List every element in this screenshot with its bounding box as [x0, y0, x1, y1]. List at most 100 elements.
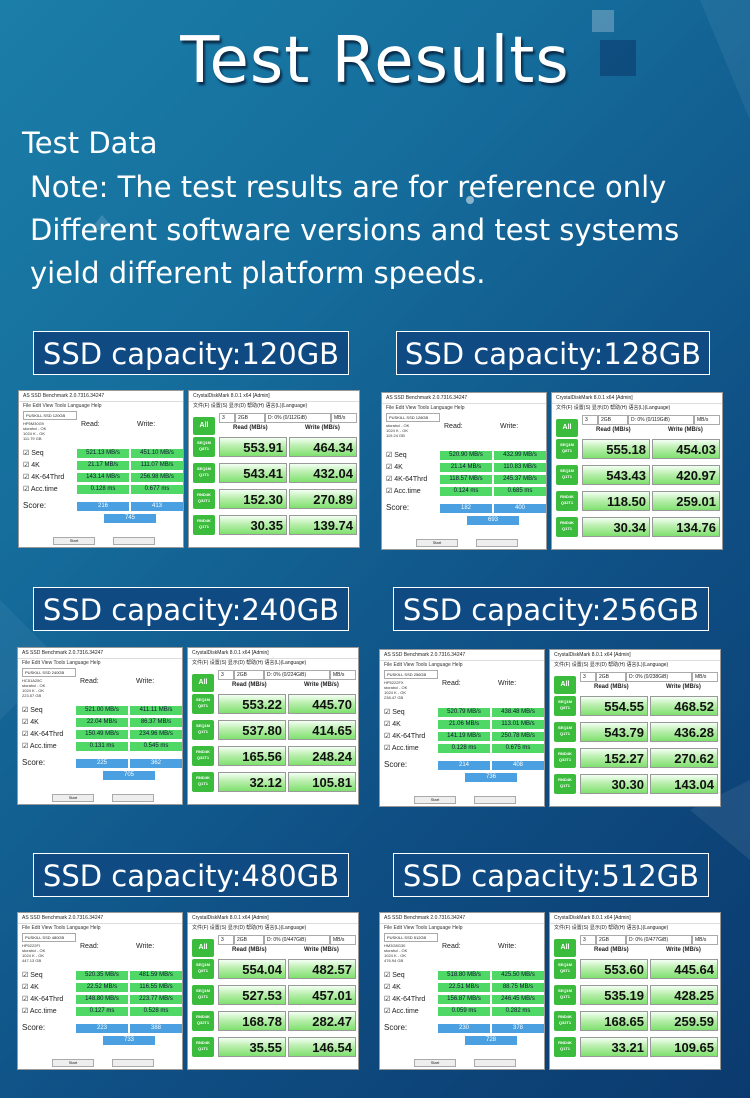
write-value: 250.78 MB/s	[492, 732, 544, 741]
all-button[interactable]: All	[554, 939, 576, 957]
menu-bar[interactable]: 文件(F) 设置(S) 显示(D) 帮助(H) 语言(L)(Language)	[193, 403, 308, 409]
result-row: ☑ Acc.time 0.124 ms 0.685 ms	[386, 487, 546, 498]
abort-button[interactable]	[474, 796, 516, 804]
abort-button[interactable]	[112, 1059, 154, 1067]
menu-bar[interactable]: File Edit View Tools Language Help	[22, 660, 101, 666]
read-value: 0.128 ms	[438, 744, 490, 753]
size-select[interactable]: 2GB	[596, 935, 626, 945]
menu-bar[interactable]: 文件(F) 设置(S) 显示(D) 帮助(H) 语言(L)(Language)	[554, 925, 669, 931]
score-label: Score:	[22, 758, 46, 767]
result-row: ☑ 4K-64Thrd 141.19 MB/s 250.78 MB/s	[384, 732, 544, 743]
menu-bar[interactable]: 文件(F) 设置(S) 显示(D) 帮助(H) 语言(L)(Language)	[192, 925, 307, 931]
start-button[interactable]: Start	[52, 1059, 94, 1067]
test-label: RND4K Q32T1	[554, 1011, 576, 1031]
count-select[interactable]: 3	[219, 413, 235, 423]
row-label: ☑ 4K-64Thrd	[384, 996, 426, 1003]
all-button[interactable]: All	[193, 417, 215, 435]
menu-bar[interactable]: 文件(F) 设置(S) 显示(D) 帮助(H) 语言(L)(Language)	[554, 662, 669, 668]
write-value: 481.59 MB/s	[130, 971, 182, 980]
all-button[interactable]: All	[192, 939, 214, 957]
unit-select[interactable]: MB/s	[694, 415, 720, 425]
abort-button[interactable]	[474, 1059, 516, 1067]
read-header: Read (MB/s)	[232, 682, 267, 688]
count-select[interactable]: 3	[580, 935, 596, 945]
score-label: Score:	[386, 503, 410, 512]
window-title: CrystalDiskMark 8.0.1 x64 [Admin]	[188, 913, 358, 924]
read-score: 230	[438, 1024, 490, 1033]
start-button[interactable]: Start	[53, 537, 95, 545]
size-select[interactable]: 2GB	[596, 672, 626, 682]
size-select[interactable]: 2GB	[234, 935, 264, 945]
count-select[interactable]: 3	[580, 672, 596, 682]
drive-select[interactable]: D: 0% (0/477GiB)	[626, 935, 692, 945]
start-button[interactable]: Start	[414, 796, 456, 804]
count-select[interactable]: 3	[218, 670, 234, 680]
drive-select[interactable]: PUSKILL SSD 240GB	[22, 668, 76, 677]
read-value: 520.35 MB/s	[76, 971, 128, 980]
result-row: ☑ 4K 22.04 MB/s 86.37 MB/s	[22, 718, 182, 729]
capacity-label: SSD capacity:256GB	[393, 587, 709, 631]
test-label: RND4K Q32T1	[192, 1011, 214, 1031]
read-value: 168.78	[218, 1011, 286, 1031]
result-row: ☑ 4K 22.51 MB/s 88.75 MB/s	[384, 983, 544, 994]
write-value: 270.89	[289, 489, 357, 509]
read-value: 22.04 MB/s	[76, 718, 128, 727]
size-select[interactable]: 2GB	[598, 415, 628, 425]
size-select[interactable]: 2GB	[235, 413, 265, 423]
menu-bar[interactable]: File Edit View Tools Language Help	[386, 405, 465, 411]
read-value: 0.124 ms	[440, 487, 492, 496]
capacity-label: SSD capacity:128GB	[396, 331, 710, 375]
abort-button[interactable]	[113, 537, 155, 545]
count-select[interactable]: 3	[582, 415, 598, 425]
menu-bar[interactable]: File Edit View Tools Language Help	[384, 662, 463, 668]
result-row: ☑ 4K-64Thrd 150.49 MB/s 234.96 MB/s	[22, 730, 182, 741]
read-value: 543.41	[219, 463, 287, 483]
drive-select[interactable]: PUSKILL SSD 120GB	[23, 411, 77, 420]
start-button[interactable]: Start	[52, 794, 94, 802]
unit-select[interactable]: MB/s	[330, 670, 356, 680]
menu-bar[interactable]: 文件(F) 设置(S) 显示(D) 帮助(H) 语言(L)(Language)	[192, 660, 307, 666]
all-button[interactable]: All	[192, 674, 214, 692]
read-value: 165.56	[218, 746, 286, 766]
all-button[interactable]: All	[556, 419, 578, 437]
write-score: 378	[492, 1024, 544, 1033]
drive-select[interactable]: PUSKILL SSD 480GB	[22, 933, 76, 942]
menu-bar[interactable]: 文件(F) 设置(S) 显示(D) 帮助(H) 语言(L)(Language)	[556, 405, 671, 411]
start-button[interactable]: Start	[416, 539, 458, 547]
drive-select[interactable]: D: 0% (0/112GiB)	[265, 413, 331, 423]
benchmark-panel: AS SSD Benchmark 2.0.7316.34247 File Edit…	[17, 647, 359, 805]
test-label: SEQ1M Q8T1	[192, 959, 214, 979]
unit-select[interactable]: MB/s	[331, 413, 357, 423]
drive-select[interactable]: D: 0% (0/224GiB)	[264, 670, 330, 680]
size-select[interactable]: 2GB	[234, 670, 264, 680]
write-value: 457.01	[288, 985, 356, 1005]
abort-button[interactable]	[476, 539, 518, 547]
write-value: 468.52	[650, 696, 718, 716]
abort-button[interactable]	[112, 794, 154, 802]
read-value: 0.128 ms	[77, 485, 129, 494]
menu-bar[interactable]: File Edit View Tools Language Help	[23, 403, 102, 409]
read-value: 554.04	[218, 959, 286, 979]
drive-select[interactable]: D: 0% (0/238GiB)	[626, 672, 692, 682]
drive-select[interactable]: PUSKILL SSD 256GB	[384, 670, 438, 679]
drive-select[interactable]: D: 0% (0/447GiB)	[264, 935, 330, 945]
count-select[interactable]: 3	[218, 935, 234, 945]
write-value: 414.65	[288, 720, 356, 740]
drive-select[interactable]: PUSKILL SSD 128GB	[386, 413, 440, 422]
start-button[interactable]: Start	[414, 1059, 456, 1067]
write-value: 0.675 ms	[492, 744, 544, 753]
menu-bar[interactable]: File Edit View Tools Language Help	[22, 925, 101, 931]
all-button[interactable]: All	[554, 676, 576, 694]
menu-bar[interactable]: File Edit View Tools Language Help	[384, 925, 463, 931]
unit-select[interactable]: MB/s	[692, 672, 718, 682]
drive-select[interactable]: PUSKILL SSD 512GB	[384, 933, 438, 942]
row-label: ☑ Seq	[384, 972, 405, 979]
drive-info: storahci - OK 1024 K - OK 119.24 GB	[386, 423, 410, 438]
write-value: 438.48 MB/s	[492, 708, 544, 717]
drive-info: HP5M30G9 storahci - OK 1024 K - OK 111.7…	[23, 421, 47, 441]
unit-select[interactable]: MB/s	[330, 935, 356, 945]
unit-select[interactable]: MB/s	[692, 935, 718, 945]
result-row: ☑ Acc.time 0.128 ms 0.677 ms	[23, 485, 183, 496]
row-label: ☑ Seq	[22, 707, 43, 714]
drive-select[interactable]: D: 0% (0/119GiB)	[628, 415, 694, 425]
